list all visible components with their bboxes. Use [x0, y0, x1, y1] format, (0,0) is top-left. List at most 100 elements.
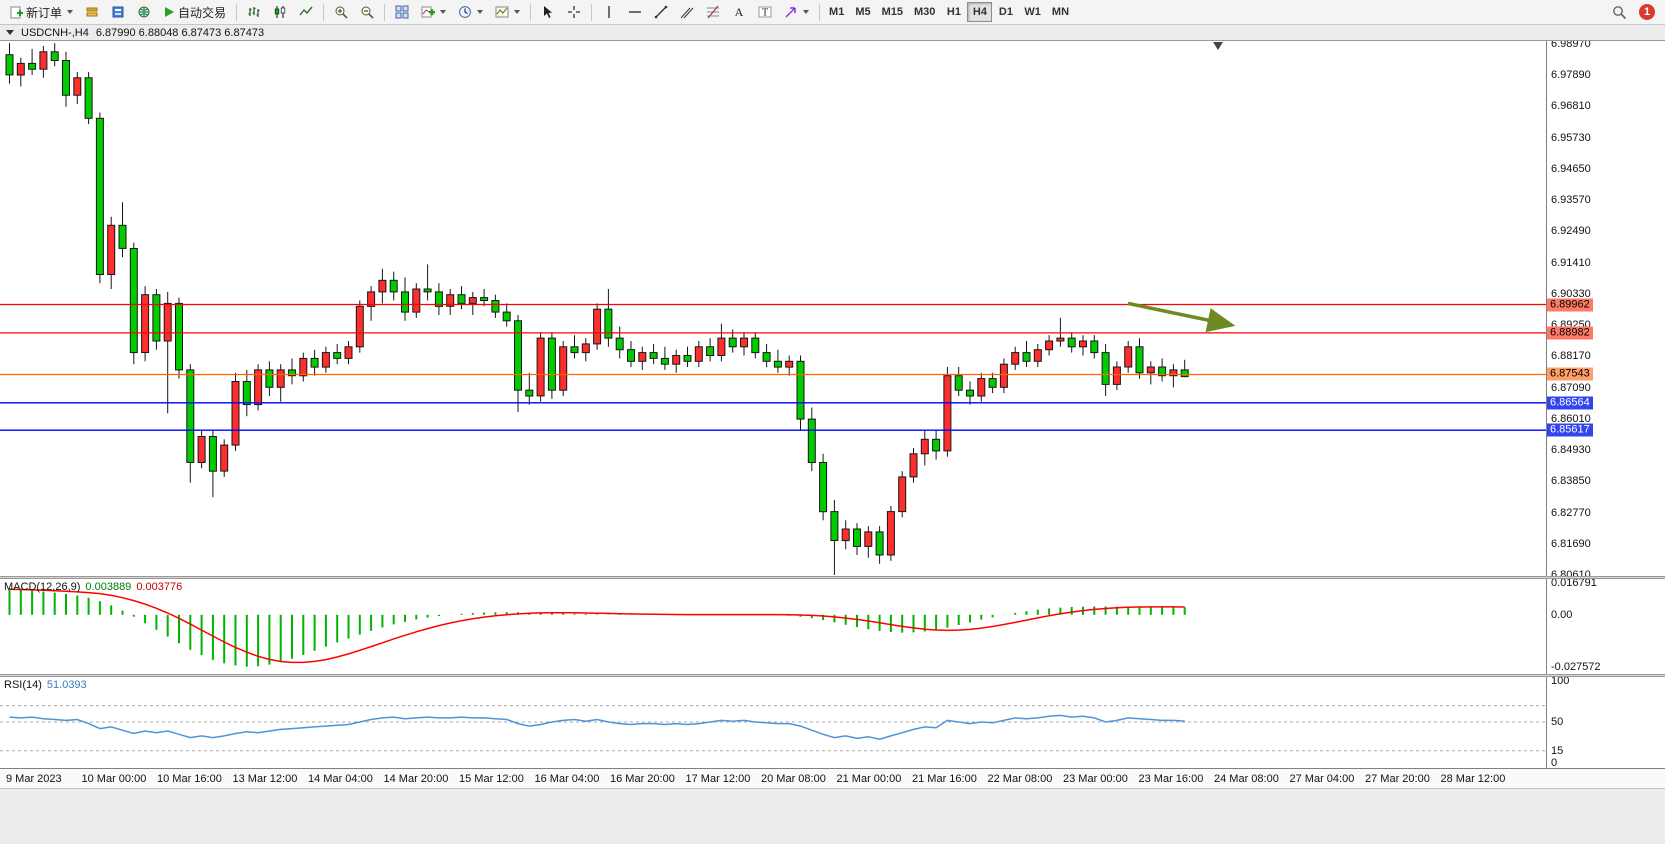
candle-body	[977, 378, 986, 397]
price-axis[interactable]: 6.98970 6.97890 6.96810 6.95730 6.94650 6.935…	[1547, 41, 1665, 576]
crosshair-button[interactable]	[561, 2, 587, 23]
price-chart-plot[interactable]	[0, 41, 1547, 576]
tile-windows-button[interactable]	[389, 2, 415, 23]
price-tick: 6.82770	[1551, 506, 1591, 519]
tile-windows-icon	[395, 5, 409, 19]
time-axis[interactable]: 9 Mar 2023 10 Mar 00:00 10 Mar 16:00 13 Mar…	[0, 768, 1665, 788]
trendline-button[interactable]	[648, 2, 674, 23]
line-chart-button[interactable]	[293, 2, 319, 23]
candle-body	[762, 352, 771, 362]
channel-button[interactable]	[674, 2, 700, 23]
candle-body	[186, 369, 195, 463]
periods-button[interactable]	[452, 2, 489, 23]
horizontal-line-icon	[629, 11, 642, 13]
timeframe-button-D1[interactable]: D1	[993, 2, 1018, 22]
indicators-button[interactable]	[415, 2, 452, 23]
horizontal-line-button[interactable]	[622, 2, 648, 23]
chart-shift-marker	[1213, 42, 1223, 50]
new-order-button[interactable]: 新订单	[4, 2, 79, 23]
templates-button[interactable]	[489, 2, 526, 23]
template-icon	[495, 6, 509, 18]
rsi-panel[interactable]: RSI(14) 51.0393	[0, 677, 1547, 768]
chevron-down-icon	[803, 10, 810, 14]
zoom-out-button[interactable]	[354, 2, 380, 23]
timeframe-button-W1[interactable]: W1	[1019, 2, 1046, 22]
zoom-in-button[interactable]	[328, 2, 354, 23]
time-label: 10 Mar 16:00	[157, 773, 222, 785]
timeframe-button-MN[interactable]: MN	[1047, 2, 1074, 22]
candle-body	[389, 279, 398, 293]
candle-body	[50, 51, 59, 61]
timeframe-button-M1[interactable]: M1	[824, 2, 849, 22]
candle-body	[943, 375, 952, 452]
text-button[interactable]: A	[726, 2, 752, 23]
cursor-button[interactable]	[535, 2, 561, 23]
candle-body	[796, 360, 805, 420]
candle-body	[988, 378, 997, 388]
timeframe-button-M30[interactable]: M30	[909, 2, 940, 22]
candle-body	[581, 343, 590, 354]
price-tick: 6.96810	[1551, 100, 1591, 113]
candle-body	[446, 294, 455, 307]
globe-button[interactable]	[131, 2, 157, 23]
candle-body	[717, 337, 726, 357]
cursor-icon	[544, 6, 553, 18]
bar-chart-button[interactable]	[241, 2, 267, 23]
timeframe-button-H4[interactable]: H4	[967, 2, 993, 22]
candle-body	[660, 357, 669, 365]
candlestick-chart[interactable]	[0, 41, 1546, 576]
candle-body	[1158, 366, 1167, 377]
fibonacci-button[interactable]	[700, 2, 726, 23]
rsi-line	[9, 714, 1185, 740]
candle-body	[310, 357, 319, 368]
panel-splitter[interactable]	[0, 576, 1665, 579]
auto-trading-button[interactable]: 自动交易	[157, 2, 232, 23]
notification-badge[interactable]: 1	[1639, 4, 1655, 20]
macd-chart[interactable]	[0, 579, 1546, 674]
clock-icon	[459, 6, 471, 18]
candle-body	[231, 381, 240, 446]
candle-body	[355, 305, 364, 348]
timeframe-button-M5[interactable]: M5	[850, 2, 875, 22]
panel-splitter[interactable]	[0, 674, 1665, 677]
new-order-label: 新订单	[26, 5, 63, 20]
time-label: 13 Mar 12:00	[232, 773, 298, 785]
window-menu-icon[interactable]	[6, 30, 14, 35]
time-label: 9 Mar 2023	[6, 773, 62, 785]
layers-icon	[86, 7, 98, 17]
time-label: 16 Mar 04:00	[534, 773, 600, 785]
rsi-chart[interactable]	[0, 677, 1546, 768]
macd-panel[interactable]: MACD(12,26,9) 0.003889 0.003776	[0, 579, 1547, 674]
candle-body	[288, 369, 296, 377]
candle-body	[706, 346, 715, 356]
rsi-axis[interactable]: 100 50 15 0	[1547, 677, 1665, 768]
line-price-tag: 6.89962	[1547, 298, 1593, 312]
play-icon	[165, 7, 175, 17]
market-watch-button[interactable]	[105, 2, 131, 23]
chart-titlebar[interactable]: USDCNH-,H4 6.87990 6.88048 6.87473 6.874…	[0, 25, 1665, 41]
candle-body	[208, 436, 217, 472]
timeframe-button-H1[interactable]: H1	[941, 2, 966, 22]
time-label: 27 Mar 20:00	[1365, 773, 1430, 785]
arrows-button[interactable]	[778, 2, 815, 23]
rsi-axis-tick: 15	[1551, 744, 1564, 757]
candle-body	[39, 51, 48, 70]
time-label: 24 Mar 08:00	[1214, 773, 1279, 785]
time-label: 28 Mar 12:00	[1440, 773, 1506, 785]
vertical-line-button[interactable]	[596, 2, 622, 23]
candle-body	[378, 279, 387, 293]
candle-body	[107, 224, 116, 276]
timeframe-button-M15[interactable]: M15	[877, 2, 908, 22]
candle-body	[920, 438, 929, 455]
line-price-tag: 6.85617	[1547, 423, 1593, 437]
trendline-icon	[654, 5, 668, 19]
macd-axis[interactable]: 0.016791 0.00 -0.027572	[1547, 579, 1665, 674]
layers-button[interactable]	[79, 2, 105, 23]
candle-body	[265, 369, 274, 388]
search-button[interactable]	[1606, 2, 1633, 23]
time-label: 17 Mar 12:00	[685, 773, 751, 785]
candlestick-chart-button[interactable]	[267, 2, 293, 23]
candle-body	[423, 288, 432, 293]
text-label-button[interactable]: T	[752, 2, 778, 23]
candle-body	[197, 436, 206, 463]
